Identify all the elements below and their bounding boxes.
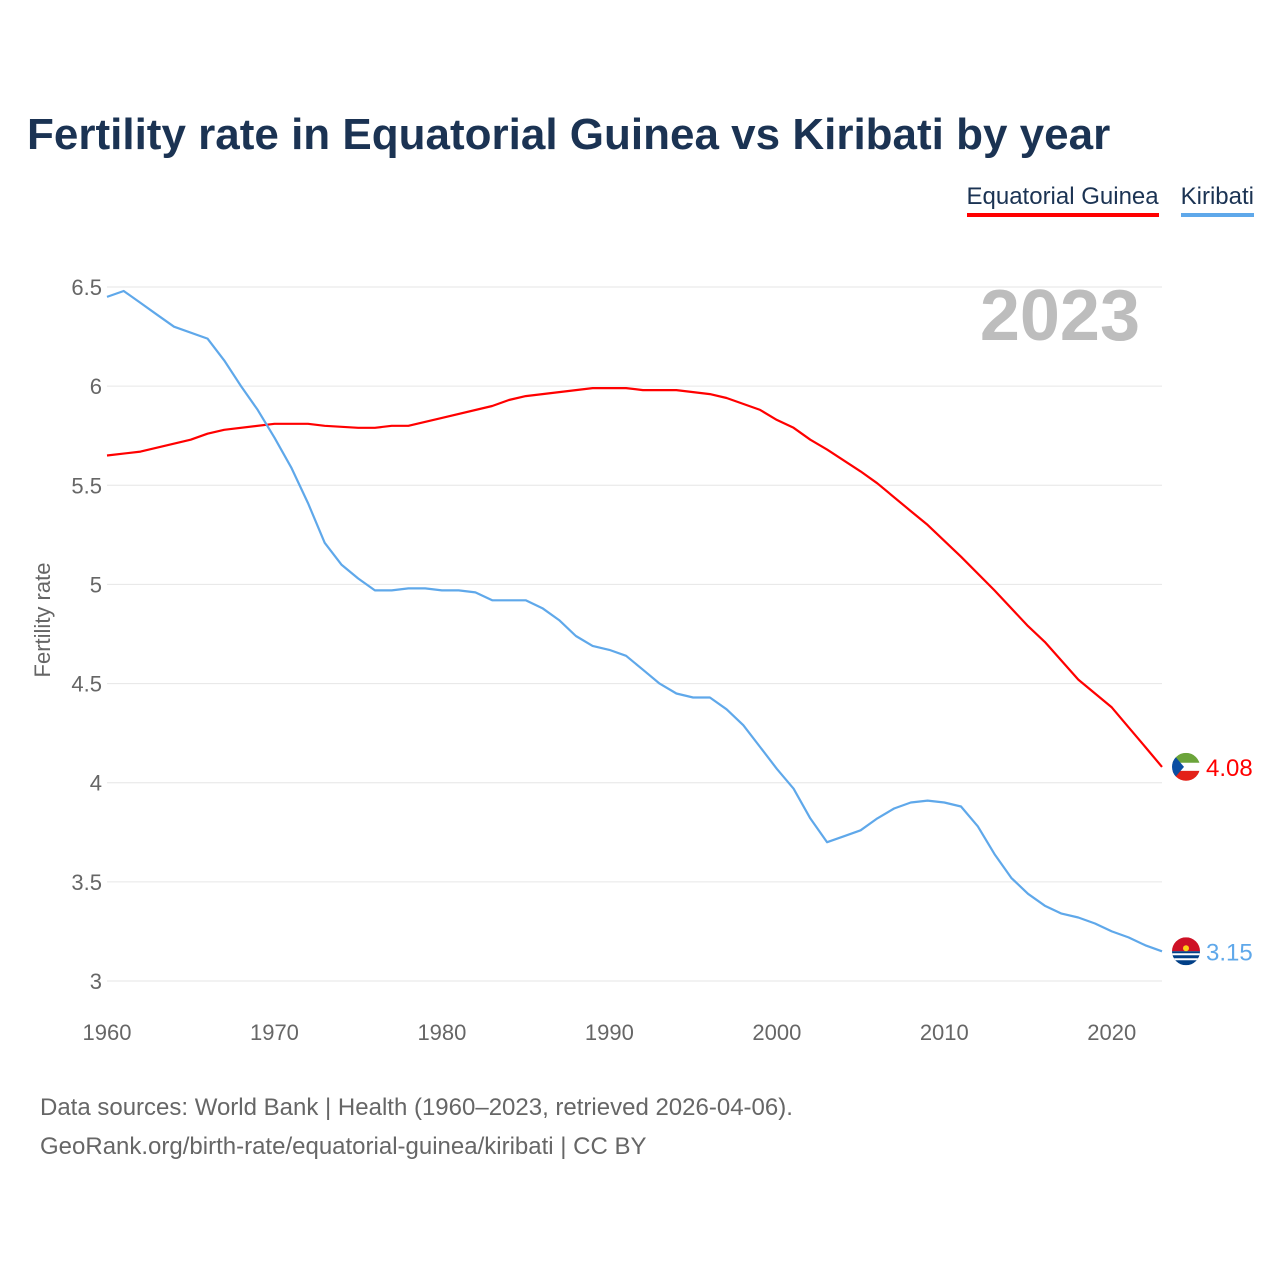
x-tick-label: 2020	[1087, 1020, 1136, 1045]
x-tick-label: 1970	[250, 1020, 299, 1045]
y-tick-label: 3	[90, 969, 102, 994]
y-tick-label: 6.5	[71, 275, 102, 300]
y-tick-label: 5.5	[71, 473, 102, 498]
series-line-equatorial-guinea	[106, 387, 1163, 768]
year-label: 2023	[979, 276, 1140, 356]
y-tick-label: 3.5	[71, 870, 102, 895]
source-note: Data sources: World Bank | Health (1960–…	[40, 1088, 793, 1166]
kiribati-flag-icon	[1172, 937, 1200, 966]
y-tick-label: 5	[90, 572, 102, 597]
y-tick-label: 4.5	[71, 672, 102, 697]
legend-equatorial-guinea[interactable]: Equatorial Guinea	[966, 183, 1159, 217]
equatorial-guinea-flag-icon	[1172, 752, 1200, 781]
x-tick-label: 1980	[417, 1020, 466, 1045]
end-value-label: 3.15	[1206, 939, 1253, 966]
source-line-2[interactable]: GeoRank.org/birth-rate/equatorial-guinea…	[40, 1133, 647, 1160]
x-tick-label: 1990	[585, 1020, 634, 1045]
x-tick-label: 1960	[83, 1020, 132, 1045]
legend: Equatorial Guinea Kiribati	[966, 183, 1254, 217]
source-line-1: Data sources: World Bank | Health (1960–…	[40, 1094, 793, 1121]
x-tick-label: 2000	[752, 1020, 801, 1045]
series-line-kiribati	[106, 289, 1163, 953]
legend-kiribati[interactable]: Kiribati	[1180, 183, 1254, 217]
y-tick-label: 4	[90, 771, 102, 796]
x-tick-label: 2010	[920, 1020, 969, 1045]
y-axis-label: Fertility rate	[30, 563, 55, 678]
chart-title: Fertility rate in Equatorial Guinea vs K…	[27, 110, 1111, 159]
end-value-label: 4.08	[1206, 755, 1253, 782]
y-tick-label: 6	[90, 374, 102, 399]
